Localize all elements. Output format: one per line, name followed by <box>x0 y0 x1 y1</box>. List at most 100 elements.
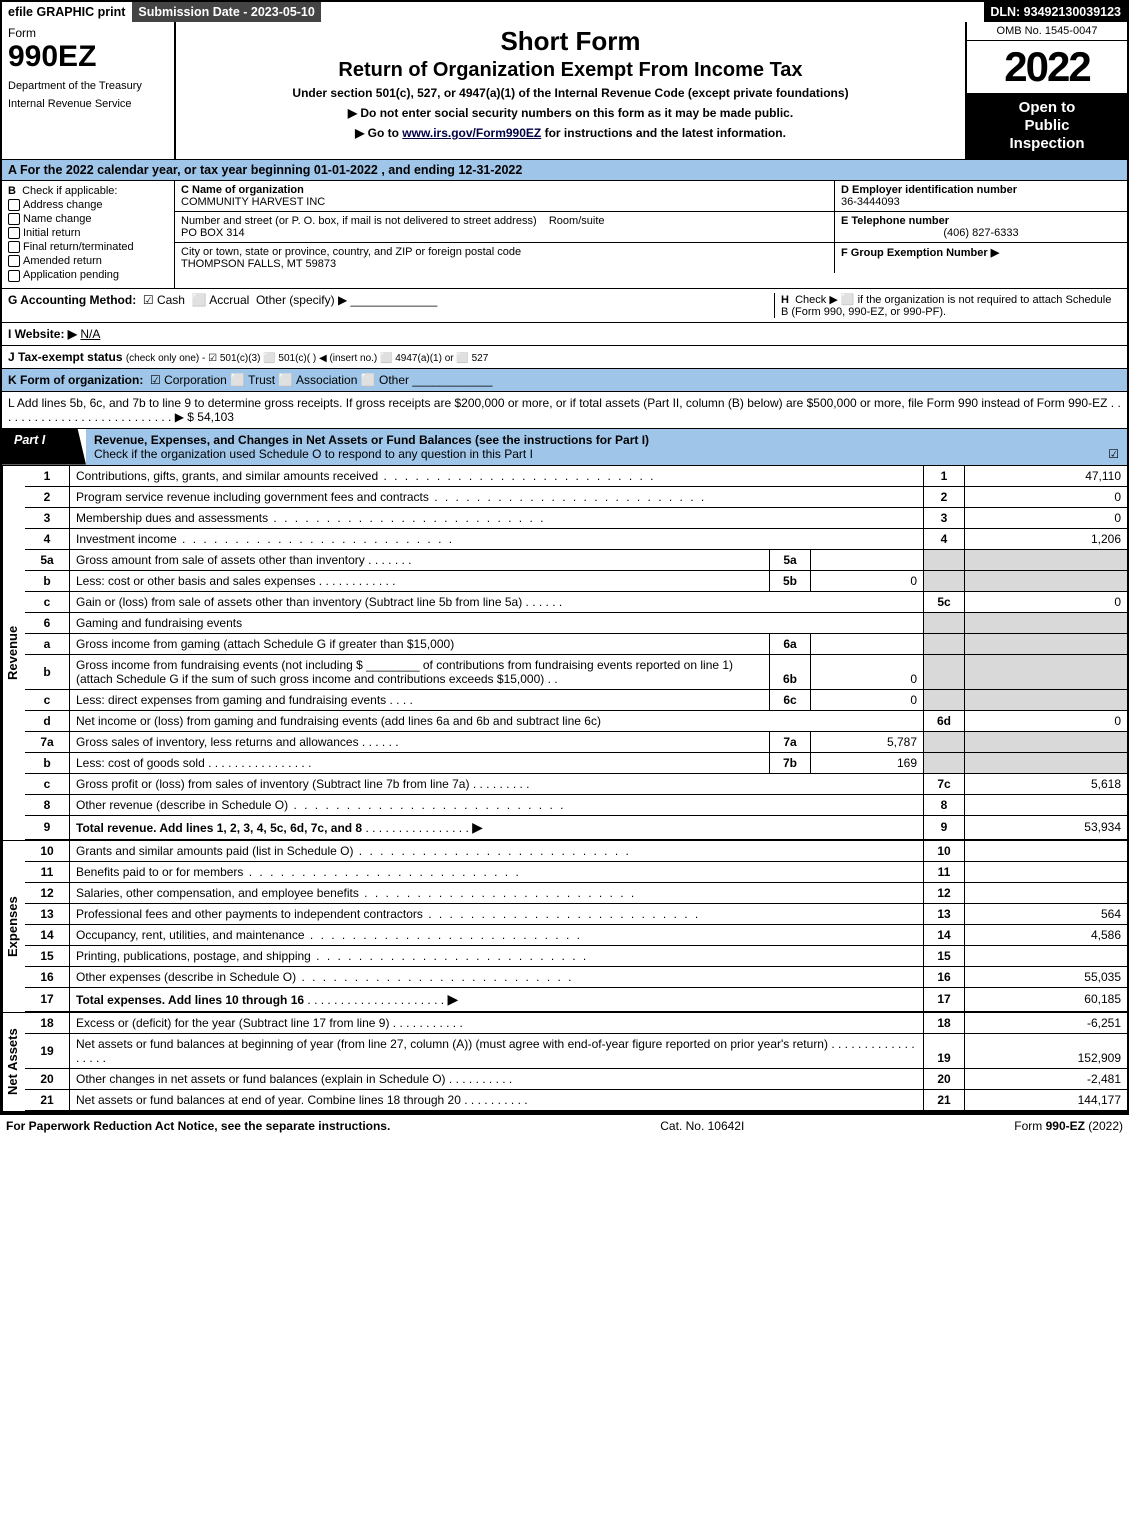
part-1-checked: ☑ <box>1108 447 1119 461</box>
l6-ln-shaded <box>924 612 965 633</box>
check-if-applicable: Check if applicable: <box>22 185 117 197</box>
street-label: Number and street (or P. O. box, if mail… <box>181 215 537 227</box>
l19-desc: Net assets or fund balances at beginning… <box>76 1037 828 1051</box>
footer-right-bold: 990-EZ <box>1046 1119 1085 1133</box>
l5a-ln-shaded <box>924 549 965 570</box>
netassets-vert-label: Net Assets <box>2 1013 25 1111</box>
line-7c: c Gross profit or (loss) from sales of i… <box>25 773 1127 794</box>
section-l: L Add lines 5b, 6c, and 7b to line 9 to … <box>2 392 1127 429</box>
e-label: E Telephone number <box>841 215 949 227</box>
l17-arrow: ▶ <box>447 991 458 1007</box>
line-6: 6 Gaming and fundraising events <box>25 612 1127 633</box>
l9-desc: Total revenue. Add lines 1, 2, 3, 4, 5c,… <box>76 821 362 835</box>
header-center: Short Form Return of Organization Exempt… <box>176 22 965 159</box>
inspection-box: Open to Public Inspection <box>967 93 1127 159</box>
l18-n: 18 <box>25 1013 70 1034</box>
tax-year: 2022 <box>967 41 1127 93</box>
l15-n: 15 <box>25 945 70 966</box>
check-address-change-label: Address change <box>23 199 103 211</box>
line-21: 21 Net assets or fund balances at end of… <box>25 1089 1127 1110</box>
section-d: D Employer identification number 36-3444… <box>834 181 1127 211</box>
section-k: K Form of organization: ☑ Corporation ⬜ … <box>2 369 1127 392</box>
footer-right: Form 990-EZ (2022) <box>1014 1119 1123 1133</box>
footer: For Paperwork Reduction Act Notice, see … <box>0 1115 1129 1137</box>
part-1-title-text: Revenue, Expenses, and Changes in Net As… <box>94 433 649 447</box>
l6a-sub: 6a <box>770 633 811 654</box>
l5c-ln: 5c <box>924 591 965 612</box>
l16-amt: 55,035 <box>965 966 1128 987</box>
l14-desc: Occupancy, rent, utilities, and maintena… <box>76 928 305 942</box>
irs-link[interactable]: www.irs.gov/Form990EZ <box>402 126 541 140</box>
l2-amt: 0 <box>965 486 1128 507</box>
title-under-section: Under section 501(c), 527, or 4947(a)(1)… <box>186 86 955 100</box>
part-1-check-text: Check if the organization used Schedule … <box>94 447 533 461</box>
inspection-l1: Open to <box>973 99 1121 117</box>
l7c-desc: Gross profit or (loss) from sales of inv… <box>76 777 469 791</box>
l14-n: 14 <box>25 924 70 945</box>
line-5b: b Less: cost or other basis and sales ex… <box>25 570 1127 591</box>
dept-irs: Internal Revenue Service <box>8 98 168 110</box>
line-19: 19 Net assets or fund balances at beginn… <box>25 1033 1127 1068</box>
l7a-subval: 5,787 <box>811 731 924 752</box>
street-value: PO BOX 314 <box>181 227 245 239</box>
l6a-ln-shaded <box>924 633 965 654</box>
expenses-section: Expenses 10 Grants and similar amounts p… <box>2 841 1127 1013</box>
l5a-amt-shaded <box>965 549 1128 570</box>
g-cash: Cash <box>157 293 185 307</box>
form-label: Form <box>8 26 168 40</box>
header-row: Form 990EZ Department of the Treasury In… <box>2 22 1127 160</box>
l21-desc: Net assets or fund balances at end of ye… <box>76 1093 461 1107</box>
line-20: 20 Other changes in net assets or fund b… <box>25 1068 1127 1089</box>
j-label: J Tax-exempt status <box>8 350 123 364</box>
l6c-sub: 6c <box>770 689 811 710</box>
l5c-desc: Gain or (loss) from sale of assets other… <box>76 595 522 609</box>
l1-amt: 47,110 <box>965 466 1128 487</box>
l21-ln: 21 <box>924 1089 965 1110</box>
line-10: 10 Grants and similar amounts paid (list… <box>25 841 1127 862</box>
l7b-amt-shaded <box>965 752 1128 773</box>
netassets-table: 18 Excess or (deficit) for the year (Sub… <box>25 1013 1127 1111</box>
goto-post: for instructions and the latest informat… <box>541 126 786 140</box>
inspection-l3: Inspection <box>973 135 1121 153</box>
section-g-h-row: G Accounting Method: ☑ Cash ⬜ Accrual Ot… <box>2 289 1127 323</box>
section-c-name: C Name of organization COMMUNITY HARVEST… <box>175 181 834 211</box>
l20-n: 20 <box>25 1068 70 1089</box>
section-c-street: Number and street (or P. O. box, if mail… <box>175 212 834 242</box>
l20-desc: Other changes in net assets or fund bala… <box>76 1072 446 1086</box>
l11-amt <box>965 861 1128 882</box>
city-label: City or town, state or province, country… <box>181 246 521 258</box>
netassets-section: Net Assets 18 Excess or (deficit) for th… <box>2 1013 1127 1113</box>
l13-desc: Professional fees and other payments to … <box>76 907 423 921</box>
g-other: Other (specify) ▶ <box>256 293 347 307</box>
website-value: N/A <box>80 327 100 341</box>
l10-n: 10 <box>25 841 70 862</box>
l7a-desc: Gross sales of inventory, less returns a… <box>76 735 359 749</box>
l2-n: 2 <box>25 486 70 507</box>
footer-center: Cat. No. 10642I <box>660 1119 744 1133</box>
line-2: 2 Program service revenue including gove… <box>25 486 1127 507</box>
phone-value: (406) 827-6333 <box>841 227 1121 239</box>
l5b-amt-shaded <box>965 570 1128 591</box>
l6a-subval <box>811 633 924 654</box>
l19-amt: 152,909 <box>965 1033 1128 1068</box>
goto-link-line: ▶ Go to www.irs.gov/Form990EZ for instru… <box>186 126 955 140</box>
l11-desc: Benefits paid to or for members <box>76 865 243 879</box>
section-f: F Group Exemption Number ▶ <box>834 243 1127 273</box>
b-label: B <box>8 185 16 197</box>
city-value: THOMPSON FALLS, MT 59873 <box>181 258 336 270</box>
l20-ln: 20 <box>924 1068 965 1089</box>
line-15: 15 Printing, publications, postage, and … <box>25 945 1127 966</box>
revenue-vert-label: Revenue <box>2 466 25 840</box>
l1-n: 1 <box>25 466 70 487</box>
line-17: 17 Total expenses. Add lines 10 through … <box>25 987 1127 1011</box>
revenue-table: 1 Contributions, gifts, grants, and simi… <box>25 466 1127 840</box>
l4-desc: Investment income <box>76 532 177 546</box>
l4-amt: 1,206 <box>965 528 1128 549</box>
line-11: 11 Benefits paid to or for members 11 <box>25 861 1127 882</box>
part-1-label: Part I <box>2 429 86 465</box>
l5b-subval: 0 <box>811 570 924 591</box>
l6b-desc1: Gross income from fundraising events (no… <box>76 658 363 672</box>
top-bar-spacer <box>322 2 985 22</box>
l19-n: 19 <box>25 1033 70 1068</box>
l5a-n: 5a <box>25 549 70 570</box>
